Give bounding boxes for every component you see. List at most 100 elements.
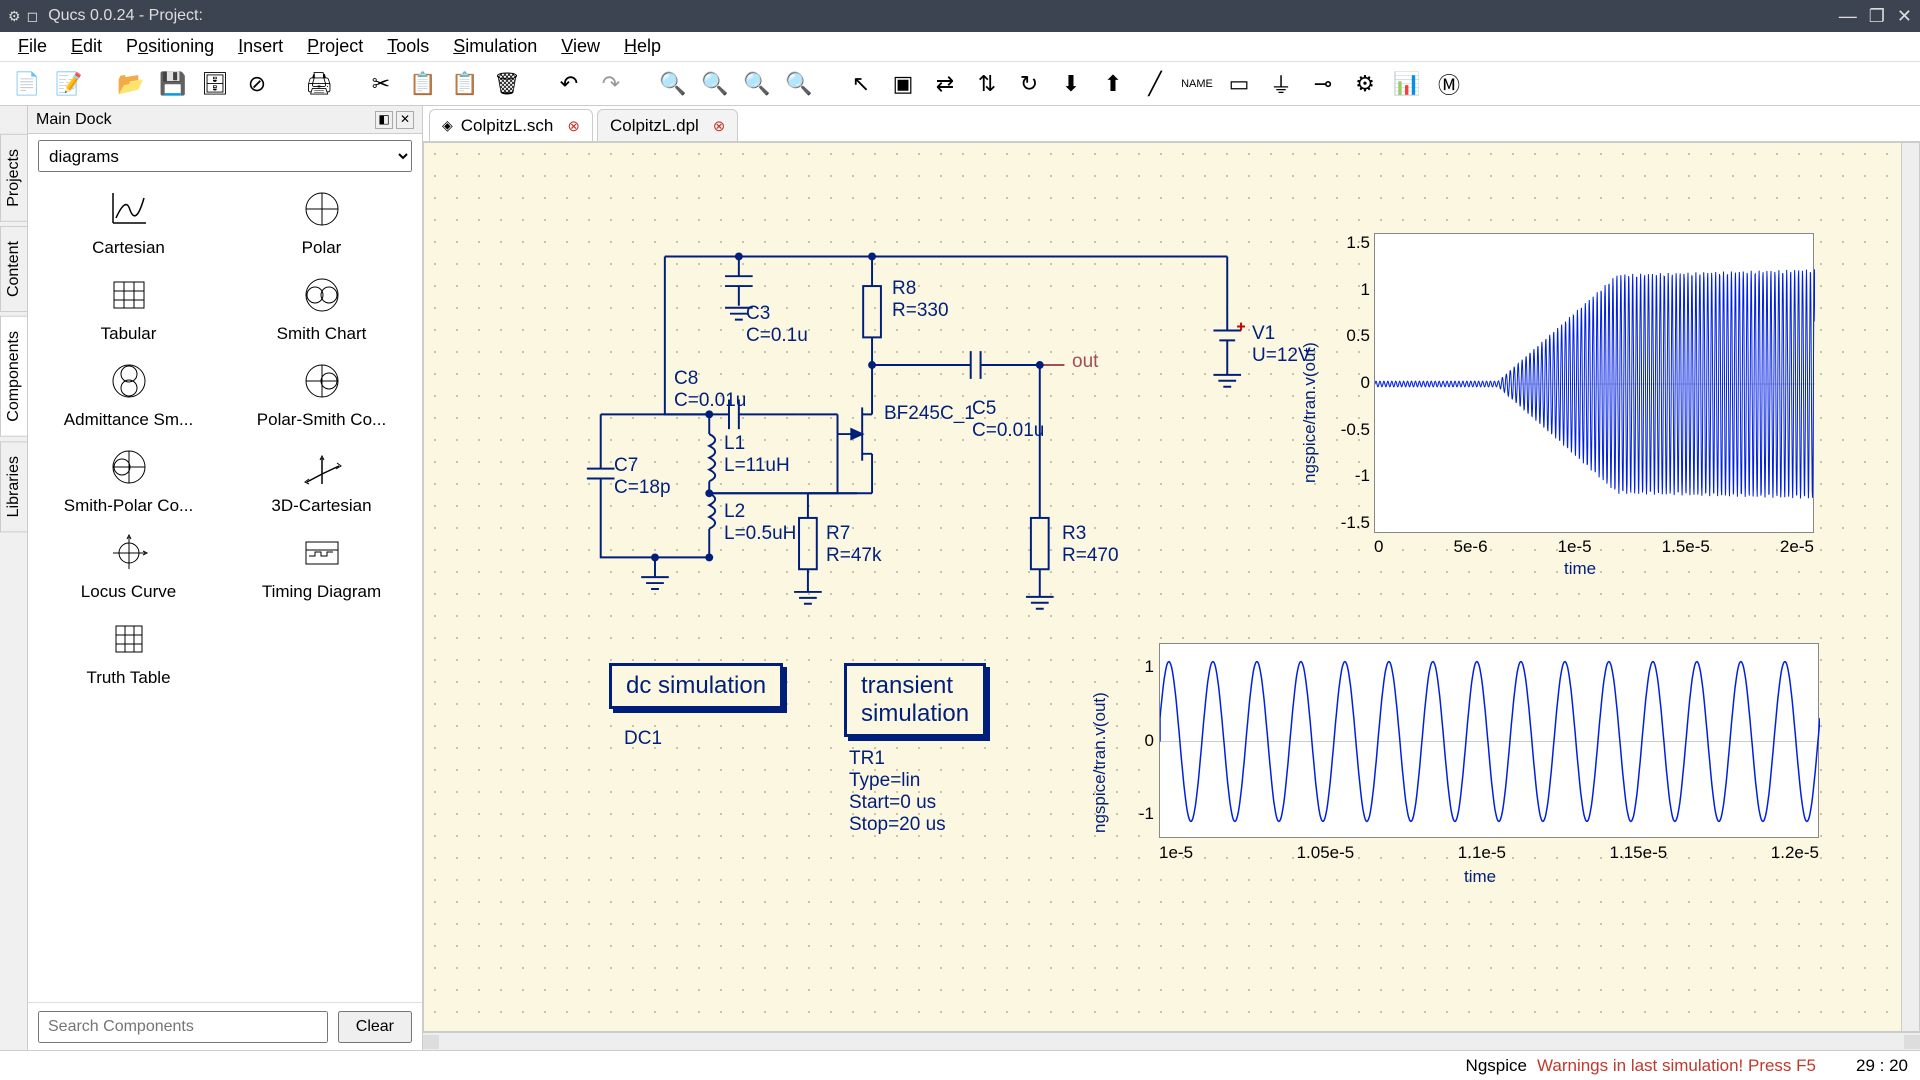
side-tabs: Projects Content Components Libraries [0, 106, 28, 1050]
diagram-item-smith-polar-co-[interactable]: Smith-Polar Co... [34, 442, 223, 520]
sim-warning: Warnings in last simulation! Press F5 [1537, 1056, 1816, 1076]
cursor-coords: 29 : 20 [1856, 1056, 1908, 1076]
diagram-item-tabular[interactable]: Tabular [34, 270, 223, 348]
chart1-ylabel: ngspice/tran.v(out) [1300, 342, 1320, 483]
menu-view[interactable]: View [551, 32, 610, 61]
undo-icon[interactable]: ↶ [552, 67, 586, 101]
menu-help[interactable]: Help [614, 32, 671, 61]
sim-engine: Ngspice [1466, 1056, 1527, 1076]
wm-restore-icon[interactable]: ◻ [27, 8, 39, 25]
label-r7: R7R=47k [826, 523, 881, 567]
menu-tools[interactable]: Tools [377, 32, 439, 61]
zoom-in-icon[interactable]: 🔍 [656, 67, 690, 101]
text-icon[interactable]: ▭ [1222, 67, 1256, 101]
close-file-icon[interactable]: ⊘ [240, 67, 274, 101]
save-all-icon[interactable]: 🗄 [198, 67, 232, 101]
ground-icon[interactable]: ⏚ [1264, 67, 1298, 101]
move-into-icon[interactable]: ⬇ [1054, 67, 1088, 101]
diagram-item--d-cartesian[interactable]: 3D-Cartesian [227, 442, 416, 520]
delete-icon[interactable]: 🗑 [490, 67, 524, 101]
label-c5: C5C=0.01u [972, 398, 1044, 442]
label-r3: R3R=470 [1062, 523, 1119, 567]
diagram-item-smith-chart[interactable]: Smith Chart [227, 270, 416, 348]
mirror-h-icon[interactable]: ⇄ [928, 67, 962, 101]
app-icon: ⚙ [8, 8, 21, 25]
diagram-item-polar-smith-co-[interactable]: Polar-Smith Co... [227, 356, 416, 434]
side-tab-content[interactable]: Content [0, 226, 27, 312]
chart2-ylabel: ngspice/tran.v(out) [1090, 692, 1110, 833]
dc-sim-name: DC1 [624, 728, 662, 750]
minimize-button[interactable]: — [1839, 6, 1857, 27]
tab-label: ColpitzL.dpl [610, 116, 699, 136]
side-tab-libraries[interactable]: Libraries [0, 441, 27, 532]
close-icon[interactable]: ⊗ [567, 117, 580, 135]
menu-file[interactable]: File [8, 32, 57, 61]
show-results-icon[interactable]: 📊 [1390, 67, 1424, 101]
label-out: out [1072, 351, 1098, 373]
new-text-icon[interactable]: 📝 [52, 67, 86, 101]
diagram-item-cartesian[interactable]: Cartesian [34, 184, 223, 262]
menu-project[interactable]: Project [297, 32, 373, 61]
zoom-out-icon[interactable]: 🔍 [698, 67, 732, 101]
diagram-item-admittance-sm-[interactable]: Admittance Sm... [34, 356, 223, 434]
marker-icon[interactable]: ▣ [886, 67, 920, 101]
port-icon[interactable]: ⊸ [1306, 67, 1340, 101]
cut-icon[interactable]: ✂ [364, 67, 398, 101]
component-category-select[interactable]: diagrams [38, 140, 412, 172]
window-title: Qucs 0.0.24 - Project: [48, 7, 1839, 25]
mirror-v-icon[interactable]: ⇅ [970, 67, 1004, 101]
chart2-xlabel: time [1464, 867, 1496, 887]
tune-icon[interactable]: Ⓜ [1432, 67, 1466, 101]
label-c3: C3C=0.1u [746, 303, 808, 347]
side-tab-components[interactable]: Components [0, 316, 27, 437]
label-l1: L1L=11uH [724, 433, 790, 477]
menubar: File Edit Positioning Insert Project Too… [0, 32, 1920, 62]
label-c7: C7C=18p [614, 455, 671, 499]
tab-display[interactable]: ColpitzL.dpl ⊗ [597, 109, 738, 141]
select-icon[interactable]: ↖ [844, 67, 878, 101]
paste-icon[interactable]: 📋 [448, 67, 482, 101]
diagram-item-timing-diagram[interactable]: Timing Diagram [227, 528, 416, 606]
diagram-item-locus-curve[interactable]: Locus Curve [34, 528, 223, 606]
diagram-item-polar[interactable]: Polar [227, 184, 416, 262]
toolbar: 📄 📝 📂 💾 🗄 ⊘ 🖨 ✂ 📋 📋 🗑 ↶ ↷ 🔍 🔍 🔍 🔍 ↖ ▣ ⇄ … [0, 62, 1920, 106]
search-input[interactable] [38, 1011, 328, 1043]
menu-simulation[interactable]: Simulation [443, 32, 547, 61]
zoom-fit-icon[interactable]: 🔍 [740, 67, 774, 101]
save-icon[interactable]: 💾 [156, 67, 190, 101]
menu-edit[interactable]: Edit [61, 32, 112, 61]
titlebar: ⚙ ◻ Qucs 0.0.24 - Project: — ❐ ✕ [0, 0, 1920, 32]
rotate-icon[interactable]: ↻ [1012, 67, 1046, 101]
close-button[interactable]: ✕ [1897, 6, 1912, 27]
move-out-icon[interactable]: ⬆ [1096, 67, 1130, 101]
simulate-icon[interactable]: ⚙ [1348, 67, 1382, 101]
menu-insert[interactable]: Insert [228, 32, 293, 61]
print-icon[interactable]: 🖨 [302, 67, 336, 101]
chart1-xlabel: time [1564, 559, 1596, 579]
wire-icon[interactable]: ╱ [1138, 67, 1172, 101]
dc-sim-box[interactable]: dc simulation [609, 663, 783, 709]
menu-positioning[interactable]: Positioning [116, 32, 224, 61]
side-tab-projects[interactable]: Projects [0, 134, 27, 222]
clear-button[interactable]: Clear [338, 1011, 412, 1043]
copy-icon[interactable]: 📋 [406, 67, 440, 101]
maximize-button[interactable]: ❐ [1869, 6, 1885, 27]
wire-label-icon[interactable]: NAME [1180, 67, 1214, 101]
statusbar: Ngspice Warnings in last simulation! Pre… [0, 1050, 1920, 1080]
label-c8: C8C=0.01u [674, 368, 746, 412]
tab-schematic[interactable]: ◈ ColpitzL.sch ⊗ [429, 109, 593, 141]
transient-sim-box[interactable]: transient simulation [844, 663, 986, 737]
redo-icon[interactable]: ↷ [594, 67, 628, 101]
open-icon[interactable]: 📂 [114, 67, 148, 101]
schematic-canvas[interactable]: C3C=0.1u C8C=0.01u C7C=18p L1L=11uH L2L=… [423, 142, 1920, 1032]
diagram-item-truth-table[interactable]: Truth Table [34, 614, 223, 692]
schematic-icon: ◈ [442, 117, 453, 134]
zoom-100-icon[interactable]: 🔍 [782, 67, 816, 101]
horizontal-scrollbar[interactable] [423, 1032, 1920, 1050]
tran-params: TR1Type=linStart=0 usStop=20 us [849, 748, 946, 836]
dock-float-icon[interactable]: ◧ [375, 111, 393, 129]
close-icon[interactable]: ⊗ [713, 117, 726, 135]
dock-close-icon[interactable]: ✕ [396, 111, 414, 129]
vertical-scrollbar[interactable] [1901, 143, 1919, 1031]
new-file-icon[interactable]: 📄 [10, 67, 44, 101]
